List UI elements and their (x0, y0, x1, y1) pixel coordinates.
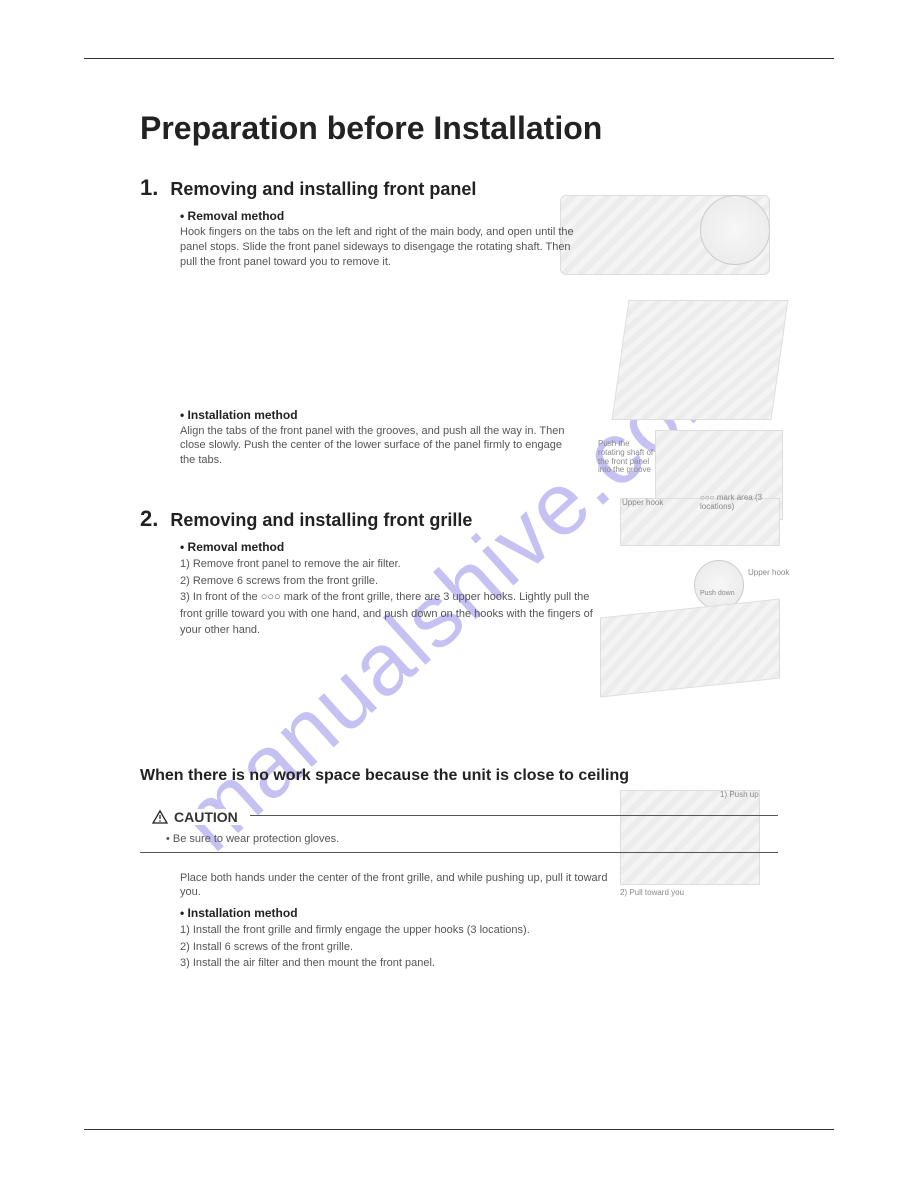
section-2-title: Removing and installing front grille (170, 510, 472, 531)
section-1-removal: • Removal method Hook fingers on the tab… (180, 209, 580, 270)
warning-icon (152, 810, 168, 824)
document-content: Preparation before Installation 1. Remov… (140, 110, 778, 972)
caution-heading: CAUTION (152, 809, 246, 825)
section-2-step2: 2) Remove 6 screws from the front grille… (180, 573, 600, 590)
section-2-removal: • Removal method 1) Remove front panel t… (180, 540, 600, 639)
removal-method-text: Hook fingers on the tabs on the left and… (180, 225, 580, 270)
section-1-install: • Installation method Align the tabs of … (180, 408, 580, 469)
section-2-number: 2. (140, 506, 158, 532)
install-method-text: Align the tabs of the front panel with t… (180, 424, 580, 469)
caution-box: CAUTION • Be sure to wear protection glo… (140, 801, 778, 853)
page-rule-top (84, 58, 834, 59)
ceiling-step2: 2) Install 6 screws of the front grille. (180, 939, 620, 956)
section-2-header: 2. Removing and installing front grille (140, 506, 778, 532)
section-1-header: 1. Removing and installing front panel (140, 175, 778, 201)
install-method-label: • Installation method (180, 408, 580, 422)
section-2-step1: 1) Remove front panel to remove the air … (180, 556, 600, 573)
section-2-step3: 3) In front of the ○○○ mark of the front… (180, 589, 600, 639)
removal-method-label-2: • Removal method (180, 540, 600, 554)
caution-line-top (250, 815, 778, 816)
page-rule-bottom (84, 1129, 834, 1130)
ceiling-intro: Place both hands under the center of the… (180, 871, 620, 901)
section-1-number: 1. (140, 175, 158, 201)
caution-line-bottom (140, 852, 778, 853)
ceiling-step3: 3) Install the air filter and then mount… (180, 955, 620, 972)
removal-method-label: • Removal method (180, 209, 580, 223)
ceiling-install-label: • Installation method (180, 906, 620, 920)
caution-note: • Be sure to wear protection gloves. (166, 833, 766, 845)
caution-label: CAUTION (174, 809, 238, 825)
ceiling-method-block: Place both hands under the center of the… (180, 871, 620, 972)
page-title: Preparation before Installation (140, 110, 778, 147)
ceiling-step1: 1) Install the front grille and firmly e… (180, 922, 620, 939)
section-1-title: Removing and installing front panel (170, 179, 476, 200)
ceiling-subheading: When there is no work space because the … (140, 767, 778, 785)
